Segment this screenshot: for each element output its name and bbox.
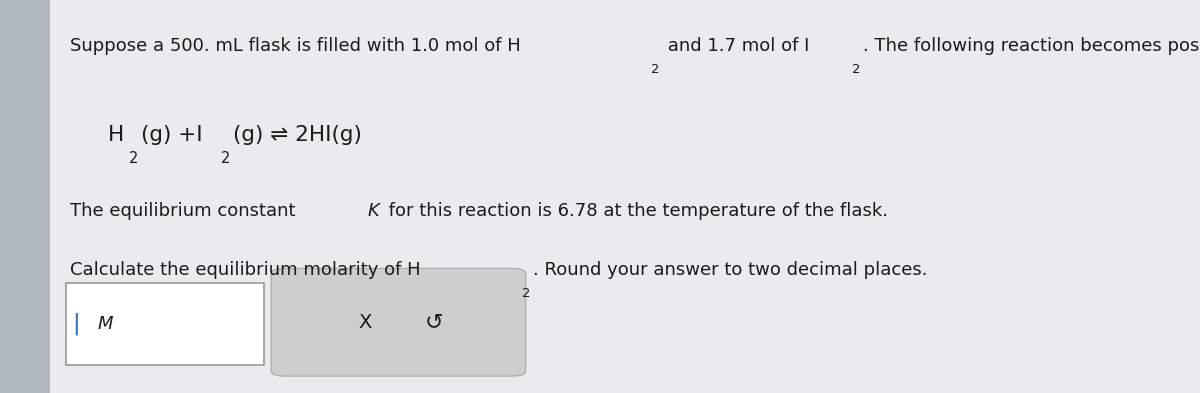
- Text: 2: 2: [221, 151, 230, 166]
- Text: (g) ⇌ 2HI(g): (g) ⇌ 2HI(g): [233, 125, 361, 145]
- Text: 2: 2: [522, 287, 530, 300]
- Text: 2: 2: [128, 151, 138, 166]
- FancyBboxPatch shape: [66, 283, 264, 365]
- Text: 2: 2: [652, 63, 660, 76]
- Text: for this reaction is 6.78 at the temperature of the flask.: for this reaction is 6.78 at the tempera…: [383, 202, 888, 220]
- Text: ↺: ↺: [425, 312, 444, 332]
- Text: X: X: [358, 313, 372, 332]
- Text: The equilibrium constant: The equilibrium constant: [70, 202, 301, 220]
- Text: Calculate the equilibrium molarity of H: Calculate the equilibrium molarity of H: [70, 261, 420, 279]
- Text: 2: 2: [852, 63, 860, 76]
- Text: M: M: [97, 315, 113, 333]
- Text: H: H: [108, 125, 125, 145]
- Text: and 1.7 mol of I: and 1.7 mol of I: [662, 37, 810, 55]
- Text: . Round your answer to two decimal places.: . Round your answer to two decimal place…: [533, 261, 928, 279]
- Text: K: K: [368, 202, 379, 220]
- Text: ▏: ▏: [76, 313, 92, 336]
- Text: Suppose a 500. mL flask is filled with 1.0 mol of H: Suppose a 500. mL flask is filled with 1…: [70, 37, 521, 55]
- FancyBboxPatch shape: [271, 268, 526, 376]
- Text: . The following reaction becomes possible:: . The following reaction becomes possibl…: [863, 37, 1200, 55]
- Text: (g) +I: (g) +I: [142, 125, 203, 145]
- FancyBboxPatch shape: [0, 0, 50, 393]
